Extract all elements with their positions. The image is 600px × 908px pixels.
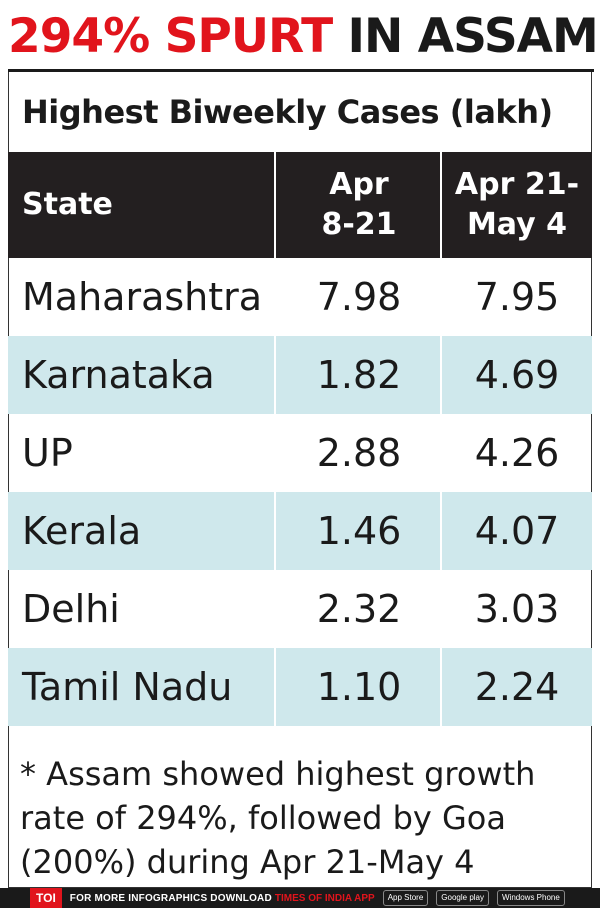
header-apr21-may4-line1: Apr 21-: [454, 167, 580, 202]
app-store-badge[interactable]: App Store: [382, 890, 429, 906]
toi-logo: TOI: [30, 888, 62, 908]
cell-apr21-may4: 4.69: [474, 353, 560, 397]
table-row: Maharashtra 7.98 7.95: [8, 258, 592, 336]
cell-apr21-may4: 7.95: [474, 275, 560, 319]
headline: 294% SPURT IN ASSAM: [8, 8, 599, 66]
cell-apr8-21: 2.32: [316, 587, 402, 631]
footer-text: FOR MORE INFOGRAPHICS DOWNLOAD: [69, 892, 272, 904]
headline-highlight: 294% SPURT: [8, 9, 333, 64]
cell-apr21-may4: 2.24: [474, 665, 560, 709]
table-frame: [8, 72, 592, 888]
headline-rest: IN ASSAM: [332, 9, 599, 64]
table-title: Highest Biweekly Cases (lakh): [22, 93, 553, 131]
table-row: Tamil Nadu 1.10 2.24: [8, 648, 592, 726]
footer-bar: TOI FOR MORE INFOGRAPHICS DOWNLOAD TIMES…: [0, 888, 600, 908]
cell-apr8-21: 1.10: [316, 665, 402, 709]
cell-apr8-21: 2.88: [316, 431, 402, 475]
table-row: Delhi 2.32 3.03: [8, 570, 592, 648]
header-apr21-may4: Apr 21- May 4: [442, 152, 592, 258]
windows-phone-badge[interactable]: Windows Phone: [497, 890, 565, 906]
cell-apr21-may4: 4.26: [474, 431, 560, 475]
table-body: Maharashtra 7.98 7.95 Karnataka 1.82 4.69 UP 2.…: [8, 258, 592, 726]
cell-state: Delhi: [22, 587, 120, 631]
header-apr8-21-line1: Apr: [329, 167, 389, 202]
cell-state: UP: [22, 431, 73, 475]
header-apr21-may4-line2: May 4: [466, 207, 568, 242]
cases-table: State Apr 8-21 Apr 21- May 4 Maharashtra 7.…: [8, 152, 592, 726]
cell-state: Tamil Nadu: [22, 665, 233, 709]
footer-brand: TIMES OF INDIA APP: [274, 892, 375, 904]
column-divider: [440, 152, 442, 726]
column-divider: [274, 152, 276, 726]
cell-state: Karnataka: [22, 353, 215, 397]
google-play-badge[interactable]: Google play: [436, 890, 489, 906]
cell-apr8-21: 1.82: [316, 353, 402, 397]
footnote: * Assam showed highest growth rate of 29…: [20, 755, 536, 881]
headline-rule: [8, 69, 594, 72]
cell-apr21-may4: 4.07: [474, 509, 560, 553]
cell-state: Kerala: [22, 509, 142, 553]
header-state: State: [22, 187, 113, 222]
header-apr8-21-line2: 8-21: [321, 207, 397, 242]
table-row: UP 2.88 4.26: [8, 414, 592, 492]
cell-state: Maharashtra: [22, 275, 263, 319]
cell-apr8-21: 1.46: [316, 509, 402, 553]
table-row: Kerala 1.46 4.07: [8, 492, 592, 570]
table-row: Karnataka 1.82 4.69: [8, 336, 592, 414]
table-header: State Apr 8-21 Apr 21- May 4: [8, 152, 592, 258]
cell-apr8-21: 7.98: [316, 275, 402, 319]
header-apr8-21: Apr 8-21: [276, 152, 442, 258]
cell-apr21-may4: 3.03: [474, 587, 560, 631]
